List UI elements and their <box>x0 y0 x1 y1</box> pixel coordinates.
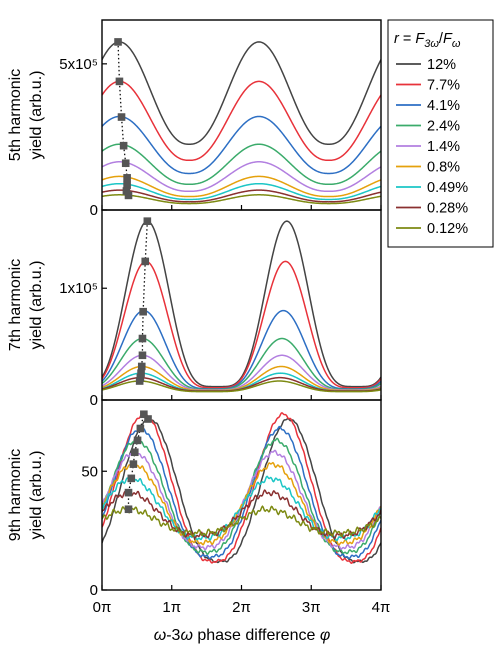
x-tick-label: 0π <box>93 599 112 616</box>
peak-marker <box>122 187 131 195</box>
series-line-0-49- <box>102 182 381 201</box>
peak-marker <box>129 460 138 468</box>
series-lines <box>102 41 381 205</box>
y-tick-label: 50 <box>81 463 98 480</box>
peak-marker <box>133 436 142 445</box>
x-tick-label: 1π <box>162 599 181 616</box>
peak-marker <box>119 141 128 150</box>
y-tick-label: 0 <box>90 392 98 409</box>
peak-marker <box>121 159 130 168</box>
legend-entry: 1.4% <box>427 139 460 155</box>
y-axis-label: 7th harmonic <box>7 259 24 352</box>
panel-1: 0 5x10⁵ 5th harmonic yield (arb.u.) <box>7 19 382 219</box>
peak-marker <box>124 488 133 497</box>
peak-marker <box>123 174 131 182</box>
y-axis-label: yield (arb.u.) <box>28 71 45 160</box>
legend-entry: 2.4% <box>427 119 460 135</box>
peak-marker <box>135 377 144 385</box>
peak-marker <box>140 410 148 419</box>
series-line-1-4- <box>102 161 381 193</box>
legend-entry: 12% <box>427 57 456 73</box>
panel-2: 0 1x10⁵ 7th harmonic yield (arb.u.) <box>7 209 382 409</box>
legend-entry: 7.7% <box>427 78 460 94</box>
peak-marker <box>137 369 145 377</box>
y-axis-label: yield (arb.u.) <box>28 261 45 350</box>
series-line-12- <box>102 41 381 145</box>
y-axis-label: 5th harmonic <box>7 69 24 162</box>
series-line-0-28- <box>102 189 381 203</box>
y-tick-label: 1x10⁵ <box>59 280 98 297</box>
legend-entry: 0.28% <box>427 201 468 217</box>
peak-marker <box>124 505 133 514</box>
peak-marker <box>115 77 124 86</box>
series-line-4-1- <box>102 425 381 560</box>
series-line-1-4- <box>102 354 381 391</box>
panel-frame <box>101 19 382 211</box>
panel-3: 0 50 9th harmonic yield (arb.u.) <box>7 399 382 599</box>
peak-marker <box>136 424 145 433</box>
peak-marker <box>127 474 136 483</box>
legend-entry: 0.49% <box>427 180 468 196</box>
peak-marker <box>114 38 122 46</box>
peak-marker <box>144 415 152 423</box>
legend-title: r = F3ω/Fω <box>394 31 461 50</box>
series-line-2-4- <box>102 143 381 186</box>
peak-trace-line <box>139 221 148 382</box>
series-line-0-12- <box>102 505 381 538</box>
x-tick-label: 4π <box>372 599 391 616</box>
series-line-7-7- <box>102 80 381 162</box>
x-axis: 0π 1π 2π 3π 4π ω-3ω phase difference φ <box>93 599 391 644</box>
series-line-4-1- <box>102 309 381 390</box>
series-line-12- <box>102 417 381 564</box>
series-line-0-8- <box>102 175 381 198</box>
peak-marker <box>123 181 131 189</box>
series-line-2-4- <box>102 337 381 391</box>
legend-entry: 4.1% <box>427 98 460 114</box>
peak-marker <box>117 113 126 121</box>
peak-marker <box>138 351 147 360</box>
legend-entry: 0.8% <box>427 160 460 176</box>
legend: r = F3ω/Fω 12% 7.7% 4.1% 2.4% 1.4% 0.8% 0.49% 0.… <box>387 19 494 248</box>
peak-marker <box>124 191 133 200</box>
series-line-0-8- <box>102 460 381 546</box>
y-tick-label: 5x10⁵ <box>59 56 98 73</box>
y-axis-label: yield (arb.u.) <box>28 451 45 540</box>
y-tick-label: 0 <box>90 582 98 599</box>
series-line-4-1- <box>102 115 381 175</box>
series-lines <box>102 411 381 564</box>
peak-marker <box>143 217 152 225</box>
peak-marker <box>137 362 146 371</box>
series-line-0-28- <box>102 489 381 540</box>
x-tick-label: 2π <box>232 599 251 616</box>
series-line-12- <box>102 220 381 388</box>
peak-marker <box>138 334 147 343</box>
series-line-0-12- <box>102 194 381 205</box>
legend-entry: 0.12% <box>427 221 468 237</box>
peak-marker <box>130 448 139 457</box>
series-line-0-12- <box>102 380 381 393</box>
legend-box <box>387 19 494 248</box>
peak-marker <box>139 307 147 316</box>
peak-marker <box>141 257 150 266</box>
x-tick-label: 3π <box>302 599 321 616</box>
y-axis-label: 9th harmonic <box>7 449 24 542</box>
y-tick-label: 0 <box>90 202 98 219</box>
x-axis-label: ω-3ω phase difference φ <box>154 627 331 644</box>
